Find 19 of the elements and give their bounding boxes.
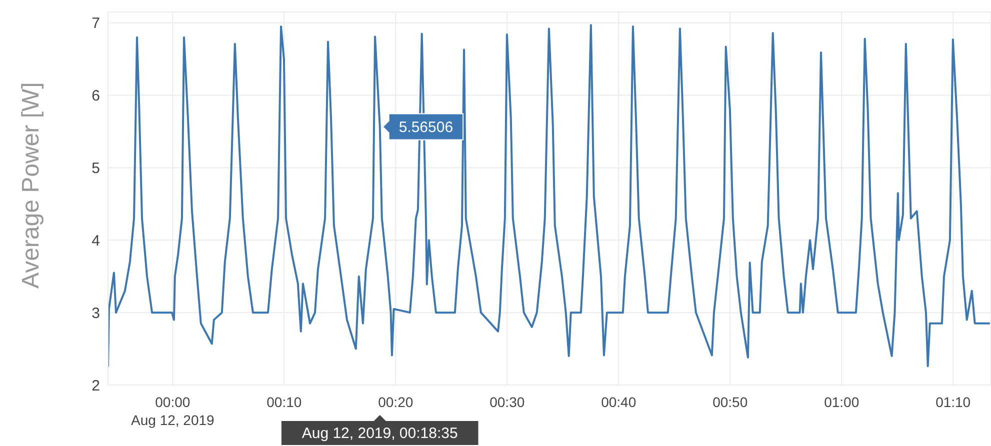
hover-label: Aug 12, 2019, 00:18:35 xyxy=(281,415,478,445)
y-tick-label: 5 xyxy=(92,160,100,178)
x-tick-label: 00:20 xyxy=(378,394,414,410)
x-tick-label: 00:40 xyxy=(601,394,636,410)
x-tick-label: 00:50 xyxy=(712,394,748,410)
x-tick-label: 00:30 xyxy=(490,394,525,410)
y-tick-label: 7 xyxy=(92,15,100,32)
annotation: 5.56506 xyxy=(398,118,454,136)
y-tick-label: 2 xyxy=(92,377,100,394)
x-tick-label: 00:00 Aug 12, 2019 xyxy=(131,394,215,428)
x-tick-label: 01:00 xyxy=(824,394,860,410)
y-tick-label: 3 xyxy=(92,304,100,322)
y-tick-label: 6 xyxy=(92,88,100,105)
x-tick-label: 01:10 xyxy=(936,394,971,410)
line-series xyxy=(108,24,991,368)
hover-label: 5.56506 xyxy=(382,113,464,140)
y-axis-title: Average Power [W] xyxy=(18,82,45,288)
y-tick-label: 4 xyxy=(92,232,100,250)
x-tick-label: 00:10 xyxy=(266,394,302,410)
